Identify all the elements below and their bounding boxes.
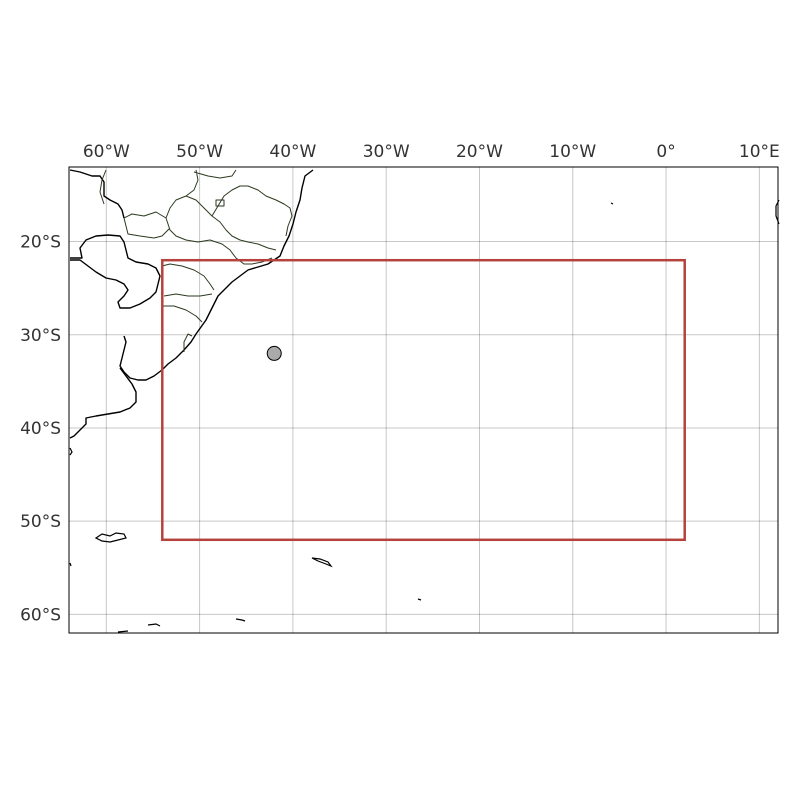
falkland-islands [94, 532, 127, 543]
rio-de-la-plata-coastline [69, 367, 137, 439]
lon-tick-label: 10°W [549, 142, 596, 162]
south-sandwich-fragment [417, 598, 422, 601]
land-features [69, 169, 780, 633]
lon-tick-label: 30°W [363, 142, 410, 162]
chile-coast-fragment [69, 447, 73, 456]
lon-tick-label: 60°W [83, 142, 130, 162]
southern-fragment-1 [147, 623, 161, 627]
lon-tick-label: 40°W [269, 142, 316, 162]
state-borders [99, 169, 293, 352]
south-georgia [311, 557, 333, 568]
northwest-coastline [69, 169, 125, 219]
southern-fragment-3 [117, 630, 129, 633]
lat-tick-label: 60°S [20, 605, 61, 625]
western-land-coastline [70, 234, 161, 309]
southern-fragment-2 [235, 618, 246, 622]
tick-labels: 60°W 50°W 40°W 30°W 20°W 10°W 0° 10°E 20°S 30°S 40… [20, 142, 780, 625]
lon-tick-label: 20°W [456, 142, 503, 162]
graticule [69, 167, 778, 633]
saint-helena [610, 202, 614, 205]
lat-tick-label: 40°S [20, 419, 61, 439]
overlays [161, 258, 686, 542]
lat-tick-label: 30°S [20, 326, 61, 346]
lat-tick-label: 20°S [20, 233, 61, 253]
lat-tick-label: 50°S [20, 512, 61, 532]
region-box [161, 258, 686, 542]
point-marker [266, 345, 282, 361]
chile-coast-fragment-2 [69, 562, 72, 567]
map-frame [68, 166, 779, 634]
lon-tick-label: 0° [656, 142, 675, 162]
lon-tick-label: 10°E [739, 142, 780, 162]
south-america-coastline [119, 169, 314, 381]
lon-tick-label: 50°W [176, 142, 223, 162]
